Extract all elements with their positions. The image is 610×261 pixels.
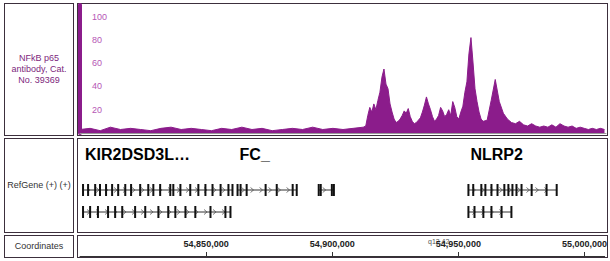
- html-text:NFkB p65 antibody, Cat. No. 39: NFkB p65 antibody, Cat. No. 39369: [11, 53, 67, 85]
- svg-text:20: 20: [92, 105, 102, 115]
- svg-text:60: 60: [92, 58, 102, 68]
- svg-text:54,950,000: 54,950,000: [436, 239, 481, 249]
- html-text:RefGene (+) (+): RefGene (+) (+): [7, 180, 71, 190]
- svg-text:80: 80: [92, 35, 102, 45]
- svg-text:54,900,000: 54,900,000: [310, 239, 355, 249]
- html-text:Coordinates: Coordinates: [14, 241, 64, 251]
- svg-text:KIR2DSD3L…: KIR2DSD3L…: [85, 146, 190, 163]
- svg-text:100: 100: [92, 12, 107, 22]
- svg-text:40: 40: [92, 81, 102, 91]
- svg-text:NLRP2: NLRP2: [470, 146, 523, 163]
- svg-text:54,850,000: 54,850,000: [184, 239, 229, 249]
- svg-text:FC_: FC_: [240, 146, 271, 163]
- svg-text:55,000,000: 55,000,000: [562, 239, 607, 249]
